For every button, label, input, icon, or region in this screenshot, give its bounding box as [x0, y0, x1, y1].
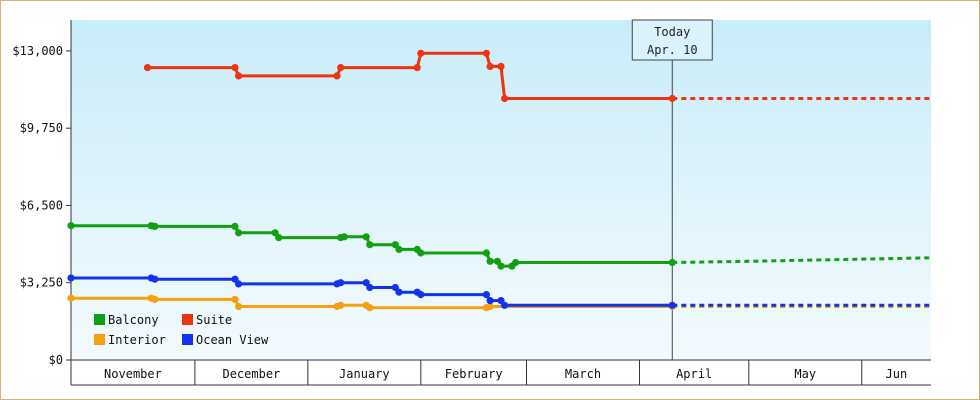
- legend-swatch-balcony: [94, 314, 105, 325]
- month-label: March: [565, 367, 601, 381]
- balcony-point: [235, 229, 243, 237]
- y-tick-label: $13,000: [12, 44, 63, 58]
- suite-point: [235, 72, 243, 80]
- interior-point: [231, 295, 239, 303]
- series-group: [67, 49, 932, 312]
- today-date-label: Apr. 10: [647, 43, 698, 57]
- month-label: Jun: [886, 367, 908, 381]
- ocean-view-point: [395, 288, 403, 296]
- ocean-view-point: [486, 297, 494, 305]
- ocean-view-point: [337, 279, 345, 287]
- month-label: January: [339, 367, 390, 381]
- balcony-point: [417, 249, 425, 257]
- today-label: Today: [654, 25, 690, 39]
- balcony-point: [486, 257, 494, 265]
- interior-point: [151, 295, 159, 303]
- month-label: April: [676, 367, 712, 381]
- balcony-point: [668, 258, 676, 267]
- interior-point: [366, 304, 374, 312]
- ocean-view-point: [151, 275, 159, 283]
- suite-point: [337, 64, 345, 72]
- suite-point: [486, 62, 494, 70]
- suite-point: [497, 62, 505, 70]
- interior-point: [67, 294, 75, 302]
- balcony-point: [366, 241, 374, 249]
- suite-point: [417, 49, 425, 57]
- series-suite: [143, 49, 931, 103]
- balcony-point: [340, 233, 348, 241]
- month-label: February: [445, 367, 503, 381]
- y-axis: $0 $3,250 $6,500 $9,750 $13,000: [12, 20, 72, 367]
- interior-point: [337, 301, 345, 309]
- ocean-view-point: [501, 301, 509, 309]
- month-label: December: [222, 367, 280, 381]
- balcony-point: [151, 222, 159, 230]
- legend-swatch-interior: [94, 334, 105, 345]
- legend-swatch-suite: [182, 314, 193, 325]
- ocean-view-point: [366, 283, 374, 292]
- suite-point: [668, 94, 676, 103]
- month-label: May: [794, 367, 816, 381]
- ocean-view-point: [482, 291, 490, 299]
- legend-label-interior: Interior: [108, 333, 166, 347]
- legend: Balcony Suite Interior Ocean View: [94, 313, 269, 347]
- month-label: November: [104, 367, 162, 381]
- ocean-view-point: [67, 274, 75, 282]
- interior-point: [486, 302, 494, 311]
- ocean-view-point: [668, 301, 676, 309]
- balcony-point: [482, 249, 490, 257]
- balcony-point: [231, 222, 239, 230]
- balcony-point: [275, 234, 283, 242]
- balcony-projection: [672, 256, 932, 264]
- interior-point: [235, 302, 243, 311]
- today-marker: Today Apr. 10: [631, 19, 713, 360]
- series-balcony: [67, 222, 932, 270]
- legend-label-balcony: Balcony: [108, 313, 159, 327]
- suite-point: [143, 64, 152, 72]
- suite-point: [482, 49, 490, 57]
- balcony-point: [362, 233, 370, 241]
- balcony-point: [395, 245, 403, 253]
- ocean-view-point: [235, 280, 243, 288]
- ocean-view-point: [417, 291, 425, 299]
- y-tick-label: $6,500: [20, 198, 63, 212]
- balcony-point: [497, 262, 505, 270]
- legend-label-ocean-view: Ocean View: [196, 333, 269, 347]
- y-tick-label: $3,250: [20, 276, 63, 290]
- series-ocean-view: [67, 274, 931, 309]
- balcony-point: [511, 258, 520, 267]
- suite-point: [413, 64, 421, 72]
- suite-point: [231, 64, 239, 72]
- suite-point: [501, 94, 509, 103]
- balcony-point: [67, 222, 75, 230]
- legend-swatch-ocean-view: [182, 334, 193, 345]
- y-tick-label: $9,750: [20, 121, 63, 135]
- y-tick-label: $0: [49, 353, 63, 367]
- today-box: [631, 19, 713, 61]
- x-axis: November December January February March Apri…: [70, 359, 931, 386]
- legend-label-suite: Suite: [196, 313, 232, 327]
- suite-point: [333, 72, 341, 80]
